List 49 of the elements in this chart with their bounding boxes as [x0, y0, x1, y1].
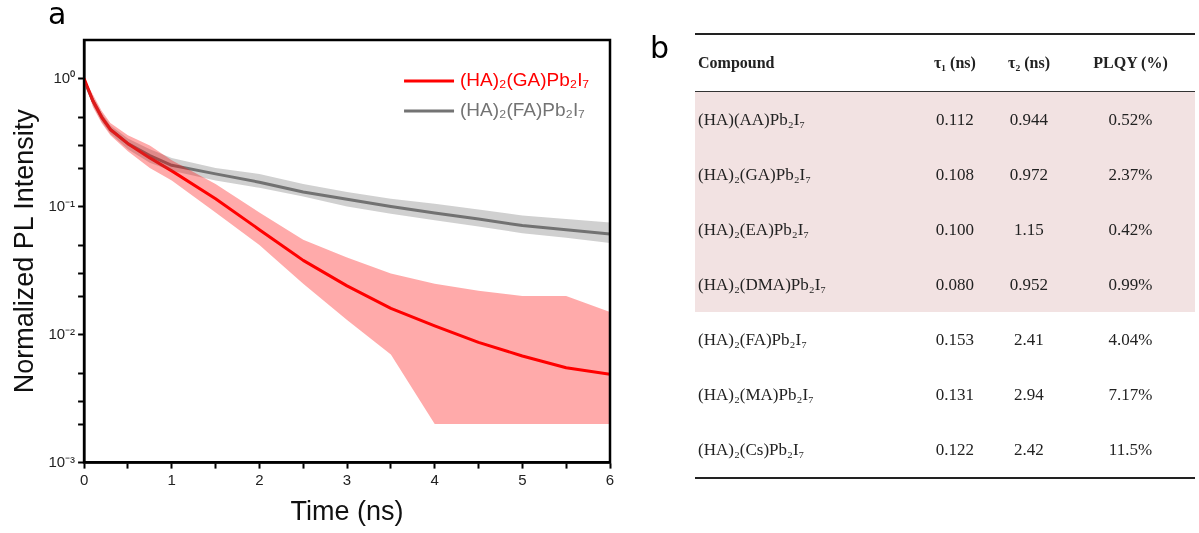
text: 0.100	[917, 202, 992, 257]
x-tick-label: 5	[518, 470, 527, 488]
y-tick-label: 10⁻³	[48, 452, 76, 470]
category-label: PLQY (%)	[1066, 34, 1195, 92]
y-tick-label: 10⁻²	[48, 324, 76, 342]
text: 0.52%	[1066, 91, 1195, 147]
text: 2.37%	[1066, 147, 1195, 202]
text: 0.153	[934, 328, 976, 351]
text: 0.952	[991, 257, 1067, 312]
text: 0.108	[917, 147, 992, 202]
y-tick-label: 10⁻¹	[48, 196, 76, 214]
y-tick-label: 10⁰	[53, 68, 76, 86]
text: (HA)₂(FA)Pb₂I₇	[697, 328, 809, 351]
text: 2.94	[1013, 383, 1045, 406]
text: 7.17%	[1107, 383, 1154, 406]
x-tick-label: 1	[167, 470, 176, 488]
text: 0.131	[934, 383, 976, 406]
chart-title: a	[48, 0, 67, 31]
legend-label: (HA)₂(FA)Pb₂I₇	[460, 99, 585, 121]
text: (HA)₂(GA)Pb₂I₇	[695, 147, 918, 202]
text: (HA)₂(EA)Pb₂I₇	[695, 202, 918, 257]
x-tick-label: 6	[605, 470, 615, 488]
legend-label: (HA)₂(GA)Pb₂I₇	[460, 69, 590, 91]
text: (HA)₂(Cs)Pb₂I₇	[697, 438, 806, 461]
text: 0.972	[991, 147, 1067, 202]
text: (HA)₂(MA)Pb₂I₇	[697, 383, 815, 406]
text: 0.080	[917, 257, 992, 312]
text: 1.15	[991, 202, 1067, 257]
text: 4.04%	[1107, 328, 1154, 351]
category-label: Compound	[695, 34, 918, 92]
category-label: τ₂ (ns)	[991, 34, 1067, 92]
x-tick-label: 0	[79, 470, 89, 488]
text: 0.112	[917, 91, 992, 147]
category-label: τ₁ (ns)	[917, 34, 992, 92]
x-tick-label: 4	[430, 470, 439, 488]
x-tick-label: 2	[255, 470, 264, 488]
text: (HA)₂(DMA)Pb₂I₇	[695, 257, 918, 312]
x-tick-label: 3	[342, 470, 352, 488]
text: 0.99%	[1066, 257, 1195, 312]
text: 2.42	[1013, 438, 1045, 461]
text: 0.122	[934, 438, 976, 461]
x-axis-title: Time (ns)	[290, 496, 404, 527]
text: 0.944	[991, 91, 1067, 147]
y-axis-title: Normalized PL Intensity	[8, 108, 39, 394]
text: 0.42%	[1066, 202, 1195, 257]
text: (HA)(AA)Pb₂I₇	[695, 91, 918, 147]
text: 2.41	[1013, 328, 1045, 351]
text: b	[650, 30, 670, 65]
text: 11.5%	[1107, 438, 1154, 461]
